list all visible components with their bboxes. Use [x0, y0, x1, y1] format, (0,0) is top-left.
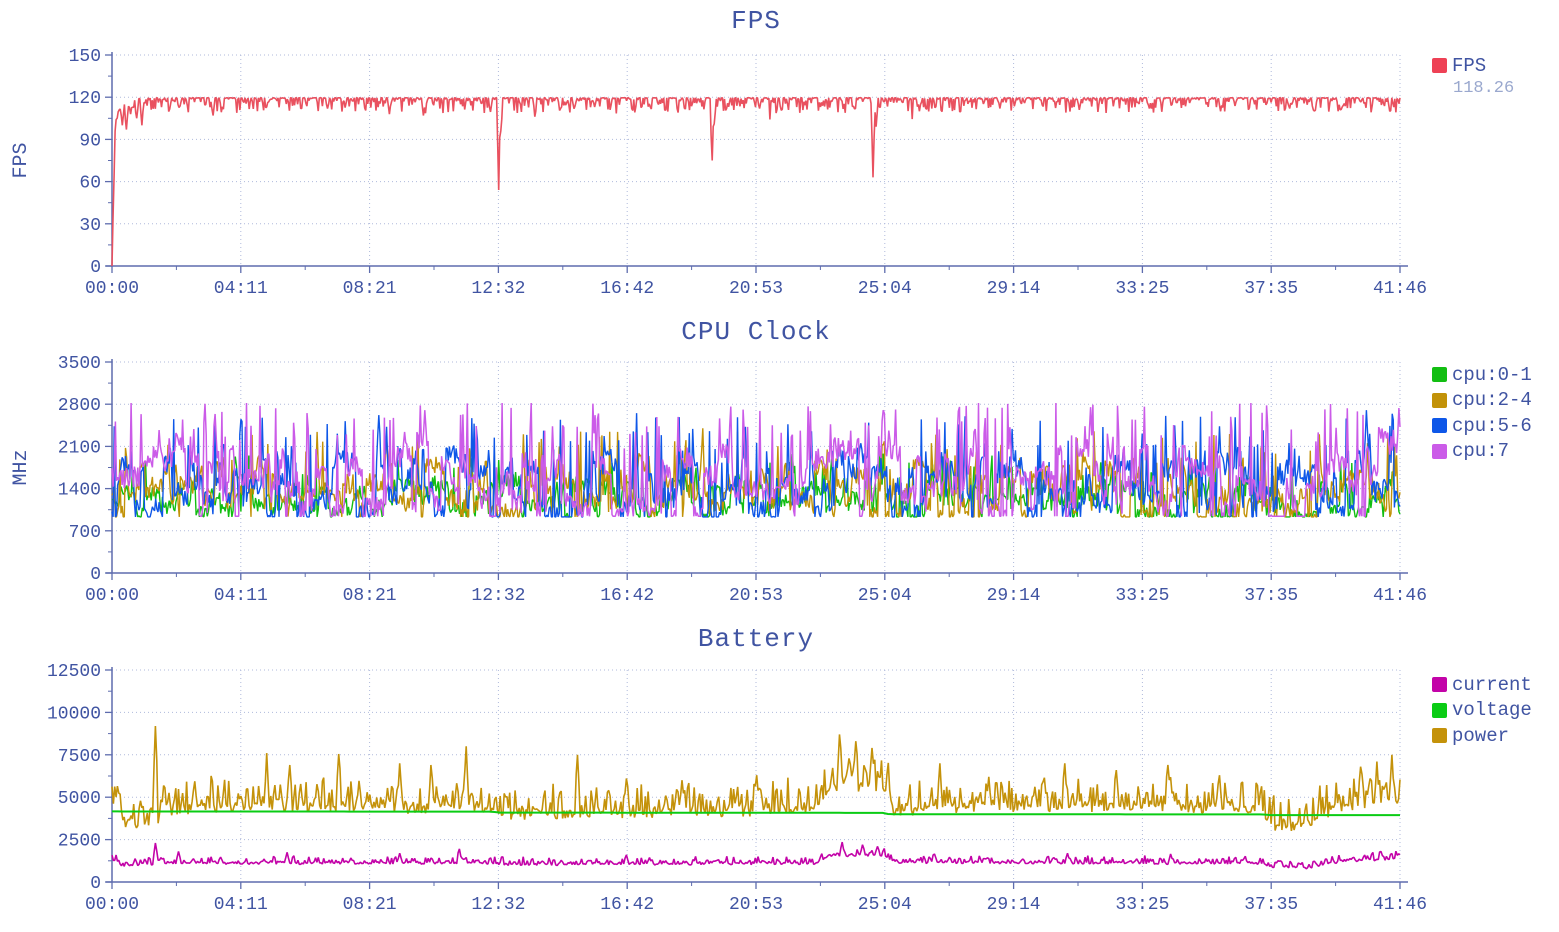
x-tick-label: 41:46: [1373, 279, 1427, 299]
x-tick-label: 08:21: [343, 895, 397, 915]
cpu-5-6-legend-label: cpu:5-6: [1452, 414, 1532, 437]
x-tick-label: 00:00: [85, 895, 139, 915]
voltage-legend-label: voltage: [1452, 699, 1532, 721]
legend-item-cpu-5-6[interactable]: cpu:5-6: [1432, 414, 1532, 437]
cpu-0-1-legend-swatch: [1432, 367, 1447, 382]
y-tick-label: 2100: [58, 438, 101, 458]
y-tick-label: 10000: [47, 704, 101, 724]
series-line-cpu:7: [111, 402, 1401, 518]
battery-chart-section: Battery 00:00 04:11 08:21 12:32 16:42 20:53 25…: [0, 618, 1559, 932]
fps-chart-section: FPS 00:00 04:11 08:21 12:32 16:42 20:53 25:04 2…: [0, 0, 1559, 310]
x-tick-label: 33:25: [1115, 279, 1169, 299]
x-tick-label: 29:14: [987, 586, 1041, 606]
y-tick-label: 60: [79, 174, 101, 194]
voltage-legend-swatch: [1432, 702, 1447, 718]
legend-item-voltage[interactable]: voltage: [1432, 699, 1532, 721]
x-tick-label: 33:25: [1115, 586, 1169, 606]
series-line-current: [111, 841, 1401, 870]
x-tick-label: 25:04: [858, 279, 912, 299]
cpu-7-legend-label: cpu:7: [1452, 440, 1510, 462]
y-tick-label: 5000: [58, 789, 101, 809]
cpu-clock-chart-title: CPU Clock: [681, 317, 831, 347]
x-tick-label: 04:11: [214, 586, 268, 606]
legend-item-cpu-2-4[interactable]: cpu:2-4: [1432, 389, 1532, 411]
battery-plot: 00:00 04:11 08:21 12:32 16:42 20:53 25:04 29:14…: [47, 662, 1427, 915]
y-tick-label: 2500: [58, 832, 101, 852]
fps-legend-swatch: [1432, 58, 1447, 73]
x-tick-label: 25:04: [858, 895, 912, 915]
y-tick-label: 120: [69, 89, 101, 109]
legend-item-fps[interactable]: FPS: [1432, 54, 1514, 77]
battery-chart-title: Battery: [697, 624, 815, 654]
x-tick-label: 12:32: [471, 586, 525, 606]
y-tick-label: 90: [79, 131, 101, 151]
y-tick-label: 1400: [58, 481, 101, 501]
battery-legend: current voltage power: [1432, 673, 1532, 752]
cpu-7-legend-swatch: [1432, 443, 1447, 459]
cpu-clock-plot: 00:00 04:11 08:21 12:32 16:42 20:53 25:04 29:14…: [10, 354, 1427, 606]
x-tick-label: 04:11: [214, 895, 268, 915]
cpu-legend: cpu:0-1 cpu:2-4 cpu:5-6 cpu:7: [1432, 363, 1532, 467]
cpu-0-1-legend-label: cpu:0-1: [1452, 363, 1532, 386]
y-axis-label: FPS: [10, 142, 33, 178]
x-tick-label: 20:53: [729, 586, 783, 606]
legend-item-power[interactable]: power: [1432, 724, 1532, 747]
cpu-clock-chart-section: CPU Clock 00:00 04:11 08:21 12:32 16:42 20:53…: [0, 310, 1559, 618]
x-tick-label: 29:14: [987, 895, 1041, 915]
x-tick-label: 20:53: [729, 895, 783, 915]
y-tick-label: 7500: [58, 747, 101, 767]
power-legend-label: power: [1452, 724, 1510, 747]
y-tick-label: 700: [69, 523, 101, 543]
fps-current-value: 118.26: [1453, 78, 1515, 98]
legend-item-cpu-7[interactable]: cpu:7: [1432, 440, 1532, 462]
x-tick-label: 41:46: [1373, 586, 1427, 606]
legend-item-current[interactable]: current: [1432, 673, 1532, 696]
y-tick-label: 0: [90, 258, 101, 278]
x-tick-label: 12:32: [471, 279, 525, 299]
x-tick-label: 37:35: [1244, 279, 1298, 299]
x-tick-label: 08:21: [343, 586, 397, 606]
x-tick-label: 00:00: [85, 279, 139, 299]
x-tick-label: 20:53: [729, 279, 783, 299]
power-legend-swatch: [1432, 728, 1447, 743]
series-line-power: [111, 725, 1401, 832]
x-tick-label: 08:21: [343, 279, 397, 299]
x-tick-label: 33:25: [1115, 895, 1169, 915]
fps-chart-title: FPS: [731, 6, 781, 36]
current-legend-swatch: [1432, 677, 1447, 692]
x-tick-label: 16:42: [600, 586, 654, 606]
x-tick-label: 16:42: [600, 279, 654, 299]
x-tick-label: 12:32: [471, 895, 525, 915]
y-tick-label: 12500: [47, 662, 101, 682]
y-tick-label: 0: [90, 565, 101, 585]
x-tick-label: 37:35: [1244, 895, 1298, 915]
x-tick-label: 25:04: [858, 586, 912, 606]
x-tick-label: 04:11: [214, 279, 268, 299]
series-line-FPS: [111, 97, 1401, 267]
y-tick-label: 3500: [58, 354, 101, 374]
series-line-voltage: [112, 810, 1400, 817]
legend-item-cpu-0-1[interactable]: cpu:0-1: [1432, 363, 1532, 386]
current-legend-label: current: [1452, 673, 1532, 696]
x-tick-label: 00:00: [85, 586, 139, 606]
y-tick-label: 2800: [58, 396, 101, 416]
y-tick-label: 0: [90, 874, 101, 894]
x-tick-label: 29:14: [987, 279, 1041, 299]
series-line-cpu:5-6: [111, 410, 1401, 518]
y-tick-label: 150: [69, 47, 101, 67]
y-tick-label: 30: [79, 216, 101, 236]
cpu-2-4-legend-label: cpu:2-4: [1452, 389, 1532, 411]
fps-legend-label: FPS: [1452, 54, 1487, 77]
y-axis-label: MHz: [10, 449, 33, 485]
x-tick-label: 16:42: [600, 895, 654, 915]
fps-legend: FPS 118.26: [1432, 54, 1515, 98]
cpu-2-4-legend-swatch: [1432, 392, 1447, 408]
x-tick-label: 37:35: [1244, 586, 1298, 606]
fps-plot: 00:00 04:11 08:21 12:32 16:42 20:53 25:04 29:14…: [10, 47, 1427, 299]
x-tick-label: 41:46: [1373, 895, 1427, 915]
cpu-5-6-legend-swatch: [1432, 418, 1447, 433]
